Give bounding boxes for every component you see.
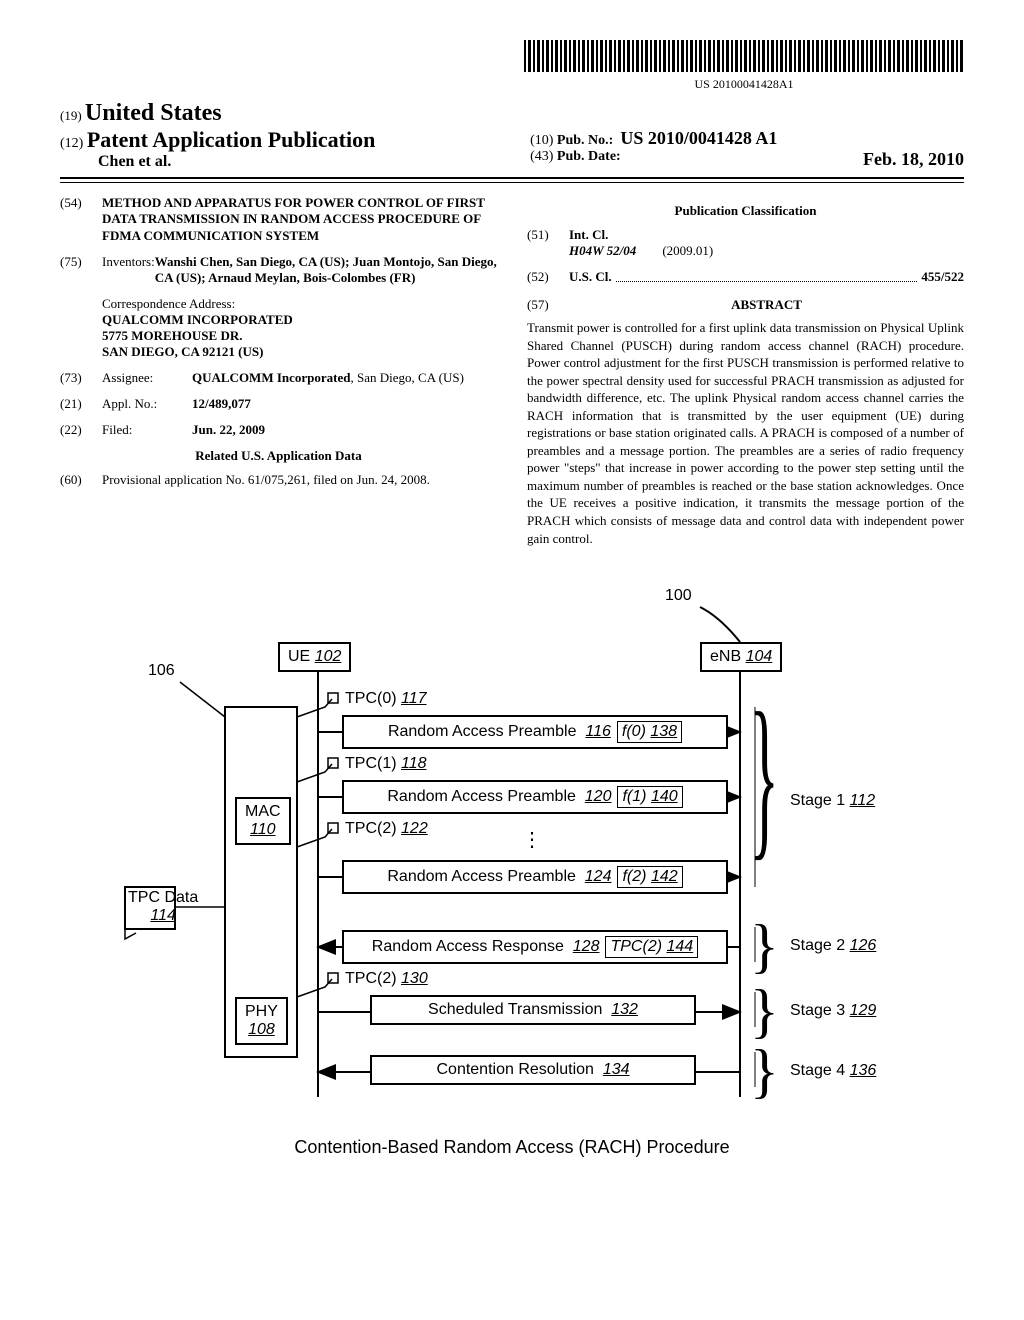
barcode-graphic <box>524 40 964 72</box>
filed-label: Filed: <box>102 422 192 438</box>
appl-no: 12/489,077 <box>192 396 251 412</box>
rap2-box: Random Access Preamble 120 f(1) 140 <box>342 780 728 814</box>
intcl-date: (2009.01) <box>662 243 713 258</box>
tpc1-label: TPC(1) 118 <box>345 755 427 773</box>
pub-no-label: Pub. No.: <box>557 133 613 148</box>
intcl-label: Int. Cl. <box>569 227 608 242</box>
authors: Chen et al. <box>98 153 494 171</box>
ref-106: 106 <box>148 662 175 680</box>
vdots: ⋮ <box>522 827 542 852</box>
invention-title: METHOD AND APPARATUS FOR POWER CONTROL O… <box>102 195 497 244</box>
stage2-label: Stage 2 126 <box>790 937 876 955</box>
brace-4: } <box>750 1047 779 1095</box>
phy-box: PHY108 <box>235 997 288 1045</box>
rap1-box: Random Access Preamble 116 f(0) 138 <box>342 715 728 749</box>
code-51: (51) <box>527 227 569 259</box>
corr-addr2: SAN DIEGO, CA 92121 (US) <box>102 344 497 360</box>
classification-header: Publication Classification <box>527 203 964 219</box>
brace-3: } <box>750 987 779 1035</box>
pub-date-label: Pub. Date: <box>557 149 621 164</box>
appl-label: Appl. No.: <box>102 396 192 412</box>
uscl-label: U.S. Cl. <box>569 269 612 285</box>
bibliographic-data: (54) METHOD AND APPARATUS FOR POWER CONT… <box>60 195 964 547</box>
provisional: Provisional application No. 61/075,261, … <box>102 472 430 488</box>
country-name: United States <box>85 100 222 126</box>
code-60: (60) <box>60 472 102 488</box>
figure-caption: Contention-Based Random Access (RACH) Pr… <box>60 1137 964 1158</box>
pub-type: Patent Application Publication <box>87 127 375 152</box>
barcode-area: US 20100041428A1 <box>60 40 964 92</box>
stage3-label: Stage 3 129 <box>790 1002 876 1020</box>
tpc2b-label: TPC(2) 130 <box>345 970 428 988</box>
ref-100: 100 <box>665 587 692 605</box>
code-54: (54) <box>60 195 102 244</box>
code-22: (22) <box>60 422 102 438</box>
corr-label: Correspondence Address: <box>102 296 497 312</box>
rar-box: Random Access Response 128 TPC(2) 144 <box>342 930 728 964</box>
inventors-label: Inventors: <box>102 254 155 286</box>
cont-box: Contention Resolution 134 <box>370 1055 696 1085</box>
abstract-text: Transmit power is controlled for a first… <box>527 319 964 547</box>
pub-type-code: (12) <box>60 136 83 151</box>
figure: 100 UE 102 eNB 104 106 MAC110 PHY108 TPC… <box>60 587 964 1127</box>
tpc2-label: TPC(2) 122 <box>345 820 428 838</box>
corr-addr1: 5775 MOREHOUSE DR. <box>102 328 497 344</box>
code-21: (21) <box>60 396 102 412</box>
related-header: Related U.S. Application Data <box>60 448 497 464</box>
code-75: (75) <box>60 254 102 286</box>
tpc-data-label: TPC Data114 <box>128 889 198 924</box>
intcl-code: H04W 52/04 <box>569 243 636 258</box>
assignee: QUALCOMM Incorporated, San Diego, CA (US… <box>192 370 464 386</box>
pub-date-code: (43) <box>530 149 553 164</box>
figure-svg <box>60 587 964 1127</box>
pub-no: US 2010/0041428 A1 <box>620 128 777 148</box>
tpc0-label: TPC(0) 117 <box>345 690 427 708</box>
uscl: 455/522 <box>921 269 964 285</box>
abstract-label: ABSTRACT <box>569 297 964 313</box>
barcode-number: US 20100041428A1 <box>524 77 964 92</box>
stage1-label: Stage 1 112 <box>790 792 875 810</box>
pub-no-code: (10) <box>530 133 553 148</box>
sched-box: Scheduled Transmission 132 <box>370 995 696 1025</box>
header-row: (19) United States (12) Patent Applicati… <box>60 100 964 171</box>
rap3-box: Random Access Preamble 124 f(2) 142 <box>342 860 728 894</box>
horizontal-rule <box>60 177 964 183</box>
brace-2: } <box>750 922 779 970</box>
corr-name: QUALCOMM INCORPORATED <box>102 312 497 328</box>
inventors: Wanshi Chen, San Diego, CA (US); Juan Mo… <box>155 254 497 286</box>
code-52: (52) <box>527 269 569 285</box>
country-code: (19) <box>60 108 82 123</box>
brace-1: } <box>750 704 779 848</box>
ue-box: UE 102 <box>278 642 351 672</box>
assignee-label: Assignee: <box>102 370 192 386</box>
stage4-label: Stage 4 136 <box>790 1062 876 1080</box>
enb-box: eNB 104 <box>700 642 782 672</box>
mac-box: MAC110 <box>235 797 291 845</box>
code-57: (57) <box>527 297 569 313</box>
filed-date: Jun. 22, 2009 <box>192 422 265 438</box>
code-73: (73) <box>60 370 102 386</box>
pub-date: Feb. 18, 2010 <box>863 149 964 170</box>
